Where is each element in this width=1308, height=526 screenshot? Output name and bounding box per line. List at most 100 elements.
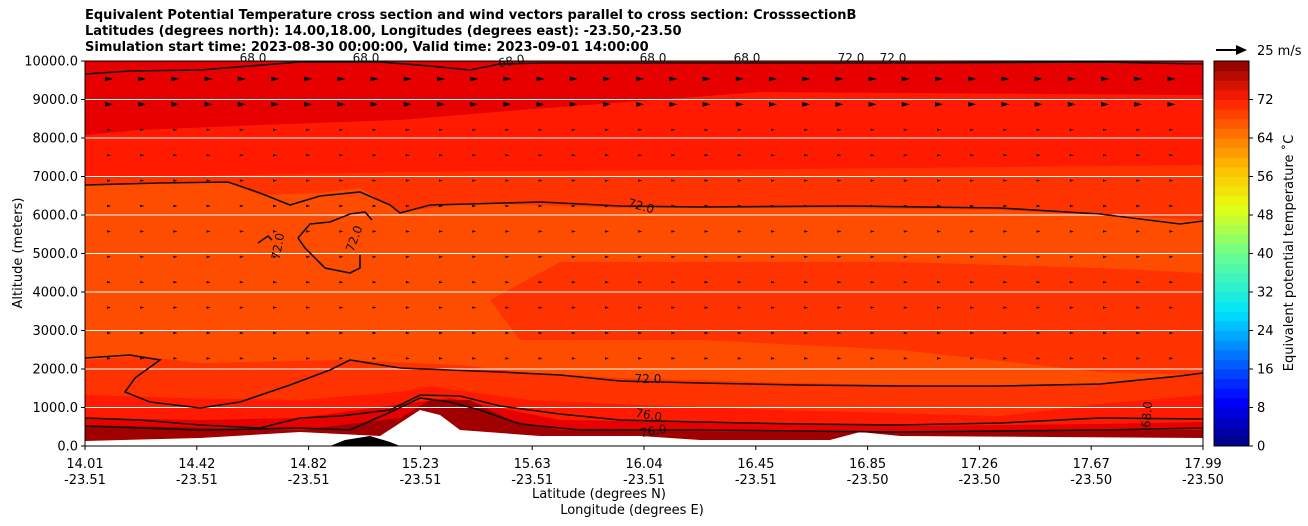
wind-vector	[638, 331, 643, 335]
wind-vector	[372, 204, 377, 208]
wind-vector	[970, 306, 975, 309]
wind-vector	[671, 331, 676, 335]
wind-vector	[505, 204, 510, 208]
wind-vector	[605, 179, 609, 182]
colorbar-band	[1214, 426, 1249, 437]
contour-label: 68.0	[640, 51, 667, 65]
colorbar-band	[1214, 378, 1249, 389]
wind-vector	[206, 204, 211, 208]
x-tick-label-lon: -23.51	[623, 473, 665, 488]
wind-vector	[1136, 154, 1141, 157]
wind-vector	[903, 306, 908, 309]
colorbar-band	[1214, 320, 1249, 331]
wind-vector	[140, 357, 145, 360]
wind-vector	[903, 255, 908, 258]
y-tick-label: 0.0	[57, 440, 78, 455]
contour-label: 68.0	[1139, 401, 1155, 429]
contour-label: 76.0	[639, 422, 668, 440]
colorbar-band	[1214, 388, 1249, 399]
wind-vector	[1103, 154, 1107, 157]
y-ticks: 0.0 1000.0 2000.0 3000.0 4000.0 5000.0 6000.0 7…	[24, 55, 85, 455]
wind-vector	[107, 281, 111, 284]
wind-vector	[1003, 306, 1008, 309]
contour-label: 68.0	[497, 52, 526, 70]
wind-vector	[771, 255, 775, 258]
wind-vector	[669, 102, 678, 107]
wind-vector	[140, 281, 145, 284]
x-tick-label-lon: -23.51	[288, 473, 330, 488]
wind-vector	[105, 76, 113, 82]
wind-vector	[870, 331, 875, 335]
wind-vector	[538, 255, 543, 258]
colorbar-band	[1214, 243, 1249, 254]
wind-vector	[638, 179, 643, 182]
wind-vector	[472, 306, 477, 309]
wind-vector	[140, 306, 145, 309]
wind-vector	[970, 179, 975, 182]
wind-vector	[306, 204, 311, 208]
wind-vector	[771, 179, 775, 182]
wind-vector	[1136, 357, 1141, 360]
wind-vector	[771, 306, 775, 309]
wind-vector	[702, 102, 711, 107]
wind-vector	[669, 76, 678, 82]
wind-vector	[273, 281, 277, 284]
x-tick-label-lat: 16.45	[737, 457, 774, 472]
colorbar-label: Equivalent potential temperature ˚C	[1281, 135, 1297, 371]
wind-vector	[306, 128, 311, 131]
wind-vector	[1136, 179, 1141, 182]
wind-vector	[802, 102, 811, 107]
wind-vector	[937, 179, 941, 182]
wind-vector	[1167, 76, 1176, 82]
wind-vector	[737, 230, 742, 233]
wind-vector	[138, 102, 147, 107]
wind-vector	[304, 102, 313, 107]
wind-vector	[107, 230, 111, 233]
wind-vector	[470, 102, 479, 107]
wind-vector	[206, 154, 211, 157]
wind-vector	[937, 128, 941, 131]
wind-vector	[605, 128, 609, 131]
wind-vector	[439, 255, 443, 258]
wind-vector	[107, 154, 111, 157]
colorbar-band	[1214, 272, 1249, 283]
wind-vector	[1103, 331, 1107, 335]
wind-vector	[704, 331, 709, 335]
wind-vector	[1167, 102, 1176, 107]
wind-vector	[339, 357, 344, 360]
x-tick-label-lat: 14.82	[290, 457, 327, 472]
contour-72-lower	[85, 394, 1203, 429]
colorbar-band	[1214, 205, 1249, 216]
y-tick-label: 6000.0	[33, 209, 79, 224]
wind-vector	[671, 255, 676, 258]
wind-vector	[306, 255, 311, 258]
wind-vector	[206, 255, 211, 258]
x-tick-label-lon: -23.50	[958, 473, 1000, 488]
wind-vector	[1136, 306, 1141, 309]
wind-vector	[538, 357, 543, 360]
wind-vector	[107, 204, 111, 208]
wind-vector	[173, 230, 178, 233]
wind-vector	[571, 306, 576, 309]
wind-vector	[737, 306, 742, 309]
wind-vector	[671, 128, 676, 131]
wind-vector	[439, 331, 443, 335]
wind-vector	[105, 102, 113, 107]
wind-vector	[439, 128, 443, 131]
wind-vector	[968, 76, 977, 82]
wind-vector	[503, 76, 512, 82]
wind-vector	[173, 255, 178, 258]
colorbar-band	[1214, 349, 1249, 360]
wind-vector	[372, 179, 377, 182]
wind-vector	[538, 230, 543, 233]
wind-vector	[1136, 255, 1141, 258]
wind-vector	[1169, 281, 1174, 284]
colorbar-band	[1214, 311, 1249, 322]
wind-vector	[870, 128, 875, 131]
wind-vector	[1069, 154, 1074, 157]
wind-vector	[605, 331, 609, 335]
wind-vector	[1136, 204, 1141, 208]
wind-vector	[538, 204, 543, 208]
wind-vector	[538, 179, 543, 182]
x-tick-label-lon: -23.50	[1070, 473, 1112, 488]
